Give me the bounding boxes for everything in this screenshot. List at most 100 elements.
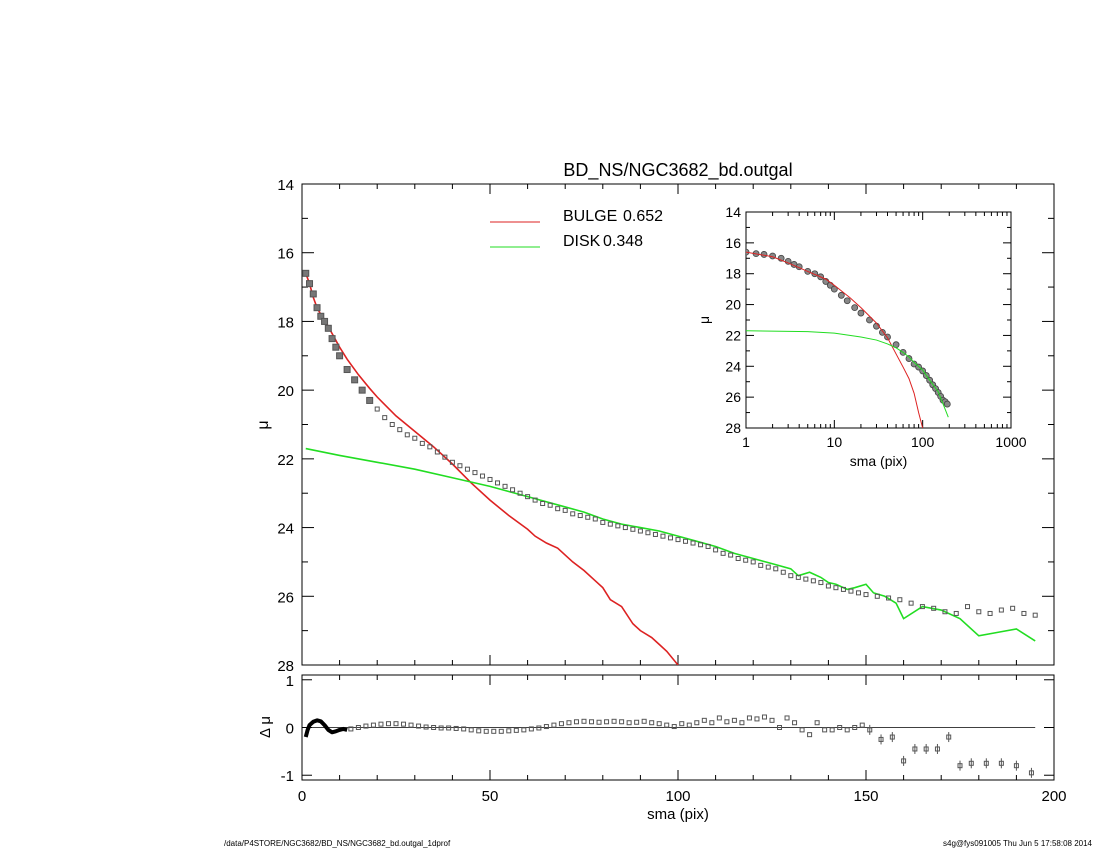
residual-point xyxy=(724,719,730,725)
inset-x-tick-label: 10 xyxy=(827,434,843,450)
data-point xyxy=(592,516,598,522)
data-point xyxy=(720,550,726,556)
residual-point xyxy=(923,746,929,752)
data-point xyxy=(698,542,704,548)
chart-title: BD_NS/NGC3682_bd.outgal xyxy=(563,160,792,181)
inset-y-tick-label: 20 xyxy=(725,297,741,313)
data-point xyxy=(788,573,794,579)
residual-point xyxy=(671,724,677,730)
data-point xyxy=(931,605,937,611)
footer-file-path: /data/P4STORE/NGC3682/BD_NS/NGC3682_bd.o… xyxy=(224,839,451,848)
residual-y-axis-label: Δ μ xyxy=(257,716,274,738)
data-point xyxy=(427,444,433,450)
legend: BULGE 0.652 DISK 0.348 xyxy=(490,208,663,250)
residual-point xyxy=(506,728,512,734)
inset-data-point xyxy=(910,360,918,368)
inset-data-point xyxy=(851,304,859,312)
residual-point xyxy=(551,722,557,728)
data-point xyxy=(637,528,643,534)
residual-point xyxy=(901,758,907,764)
data-point xyxy=(728,552,734,558)
residual-point xyxy=(829,727,835,733)
residual-point xyxy=(483,728,489,734)
data-point xyxy=(795,574,801,580)
residual-point xyxy=(739,720,745,726)
residual-point xyxy=(649,720,655,726)
data-point xyxy=(758,562,764,568)
residual-point xyxy=(912,746,918,752)
residual-point xyxy=(581,718,587,724)
y-tick-label: 24 xyxy=(277,521,294,538)
residual-point xyxy=(521,727,527,733)
residual-point xyxy=(431,725,437,730)
residual-point xyxy=(566,720,572,726)
data-point xyxy=(302,269,310,277)
data-point xyxy=(773,566,779,572)
data-point xyxy=(317,312,325,320)
data-point xyxy=(833,585,839,591)
residual-point xyxy=(656,721,662,727)
data-point xyxy=(818,580,824,586)
inset-data-point xyxy=(830,285,838,293)
data-point xyxy=(713,547,719,553)
residual-point xyxy=(528,726,534,732)
data-point xyxy=(735,555,741,561)
inset-y-tick-label: 28 xyxy=(725,420,741,436)
residual-point xyxy=(513,727,519,733)
data-point xyxy=(825,583,831,589)
data-point xyxy=(976,609,982,615)
residual-point xyxy=(453,725,459,731)
inset-data-point xyxy=(943,400,951,408)
disk-series-line xyxy=(305,447,1036,642)
inset-plot-frame xyxy=(745,211,1012,429)
inset-y-tick-label: 14 xyxy=(725,204,741,220)
residual-point xyxy=(408,722,414,728)
residual-point xyxy=(859,722,865,728)
residual-point xyxy=(777,725,783,730)
inset-y-tick-label: 16 xyxy=(725,235,741,251)
y-tick-label: 20 xyxy=(277,383,294,400)
y-tick-label: 28 xyxy=(277,658,294,675)
data-point xyxy=(690,540,696,546)
residual-point xyxy=(641,718,647,724)
residual-inner-curve xyxy=(303,718,348,738)
data-point xyxy=(765,564,771,570)
data-point xyxy=(607,521,613,527)
residual-point xyxy=(634,719,640,725)
residual-point xyxy=(799,727,805,733)
data-point xyxy=(622,525,628,531)
inset-data-point xyxy=(843,297,851,305)
main-panel: BD_NS/NGC3682_bd.outgal 14 16 18 20 22 24 26 28 μ… xyxy=(255,160,1055,675)
legend-value-bulge: 0.652 xyxy=(623,208,663,225)
bulge-series-line xyxy=(305,273,679,665)
data-point xyxy=(863,592,869,598)
residual-point xyxy=(536,725,542,731)
data-point xyxy=(332,343,340,351)
residual-point xyxy=(686,722,692,728)
residual-point xyxy=(491,728,497,734)
data-point xyxy=(313,304,321,312)
residual-point xyxy=(446,725,452,731)
data-point xyxy=(547,502,553,508)
residual-point xyxy=(709,720,715,726)
residual-point xyxy=(558,721,564,727)
data-point xyxy=(848,588,854,594)
inset-panel: 1 10 100 1000 14 16 18 20 22 24 26 28 sma (pix) μ xyxy=(696,204,1027,469)
data-point xyxy=(810,578,816,584)
residual-point xyxy=(596,719,602,725)
data-point xyxy=(324,324,332,332)
data-point xyxy=(705,543,711,549)
residual-point xyxy=(438,725,444,731)
data-point xyxy=(510,487,516,493)
residual-point xyxy=(867,727,873,733)
inset-y-tick-label: 18 xyxy=(725,266,741,282)
data-point xyxy=(660,533,666,539)
inset-x-tick-label: 1000 xyxy=(995,434,1026,450)
legend-value-disk: 0.348 xyxy=(603,233,643,250)
residual-point xyxy=(746,715,752,721)
residual-point xyxy=(355,725,361,730)
data-point xyxy=(336,352,344,360)
residual-point xyxy=(814,720,820,726)
x-tick-label: 50 xyxy=(482,788,499,805)
